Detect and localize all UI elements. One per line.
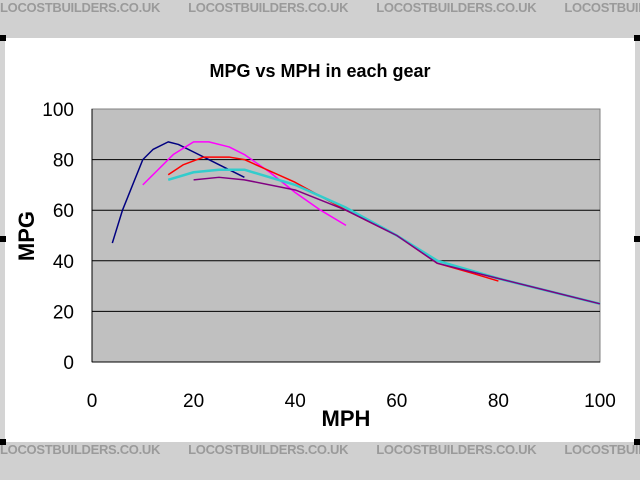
watermark-text: LOCOSTBUILDERS.CO.UK [376,442,537,457]
corner-marker [634,35,640,41]
series-line-2 [142,141,347,227]
x-tick-label: 0 [87,391,98,412]
x-tick-label: 40 [285,391,306,412]
y-tick-label: 40 [53,252,74,273]
y-tick-label: 60 [53,201,74,222]
watermark-text: LOCOSTBUILDERS.CO.UK [564,0,640,15]
series-line-5 [193,176,601,305]
chart-title: MPG vs MPH in each gear [209,61,430,81]
watermark-text: LOCOSTBUILDERS.CO.UK [0,442,161,457]
watermark-text: LOCOSTBUILDERS.CO.UK [188,442,349,457]
watermark-text: LOCOSTBUILDERS.CO.UK [564,442,640,457]
corner-marker [634,439,640,445]
watermark-bottom: LOCOSTBUILDERS.CO.UK LOCOSTBUILDERS.CO.UK… [0,442,640,480]
corner-marker [0,439,6,445]
corner-marker [0,236,6,242]
corner-marker [634,236,640,242]
y-tick-label: 20 [53,302,74,323]
y-axis-label: MPG [14,211,39,261]
corner-marker [0,35,6,41]
x-tick-label: 80 [488,391,509,412]
x-tick-label: 60 [386,391,407,412]
plot-area [91,108,601,363]
y-tick-label: 80 [53,151,74,172]
watermark-top: LOCOSTBUILDERS.CO.UK LOCOSTBUILDERS.CO.UK… [0,0,640,38]
y-tick-label: 100 [42,100,74,121]
series-line-1 [111,141,245,244]
watermark-text: LOCOSTBUILDERS.CO.UK [0,0,161,15]
x-tick-label: 20 [183,391,204,412]
watermark-text: LOCOSTBUILDERS.CO.UK [188,0,349,15]
y-tick-label: 0 [63,353,74,374]
x-axis-label: MPH [322,406,371,431]
watermark-text: LOCOSTBUILDERS.CO.UK [376,0,537,15]
x-tick-label: 100 [584,391,616,412]
